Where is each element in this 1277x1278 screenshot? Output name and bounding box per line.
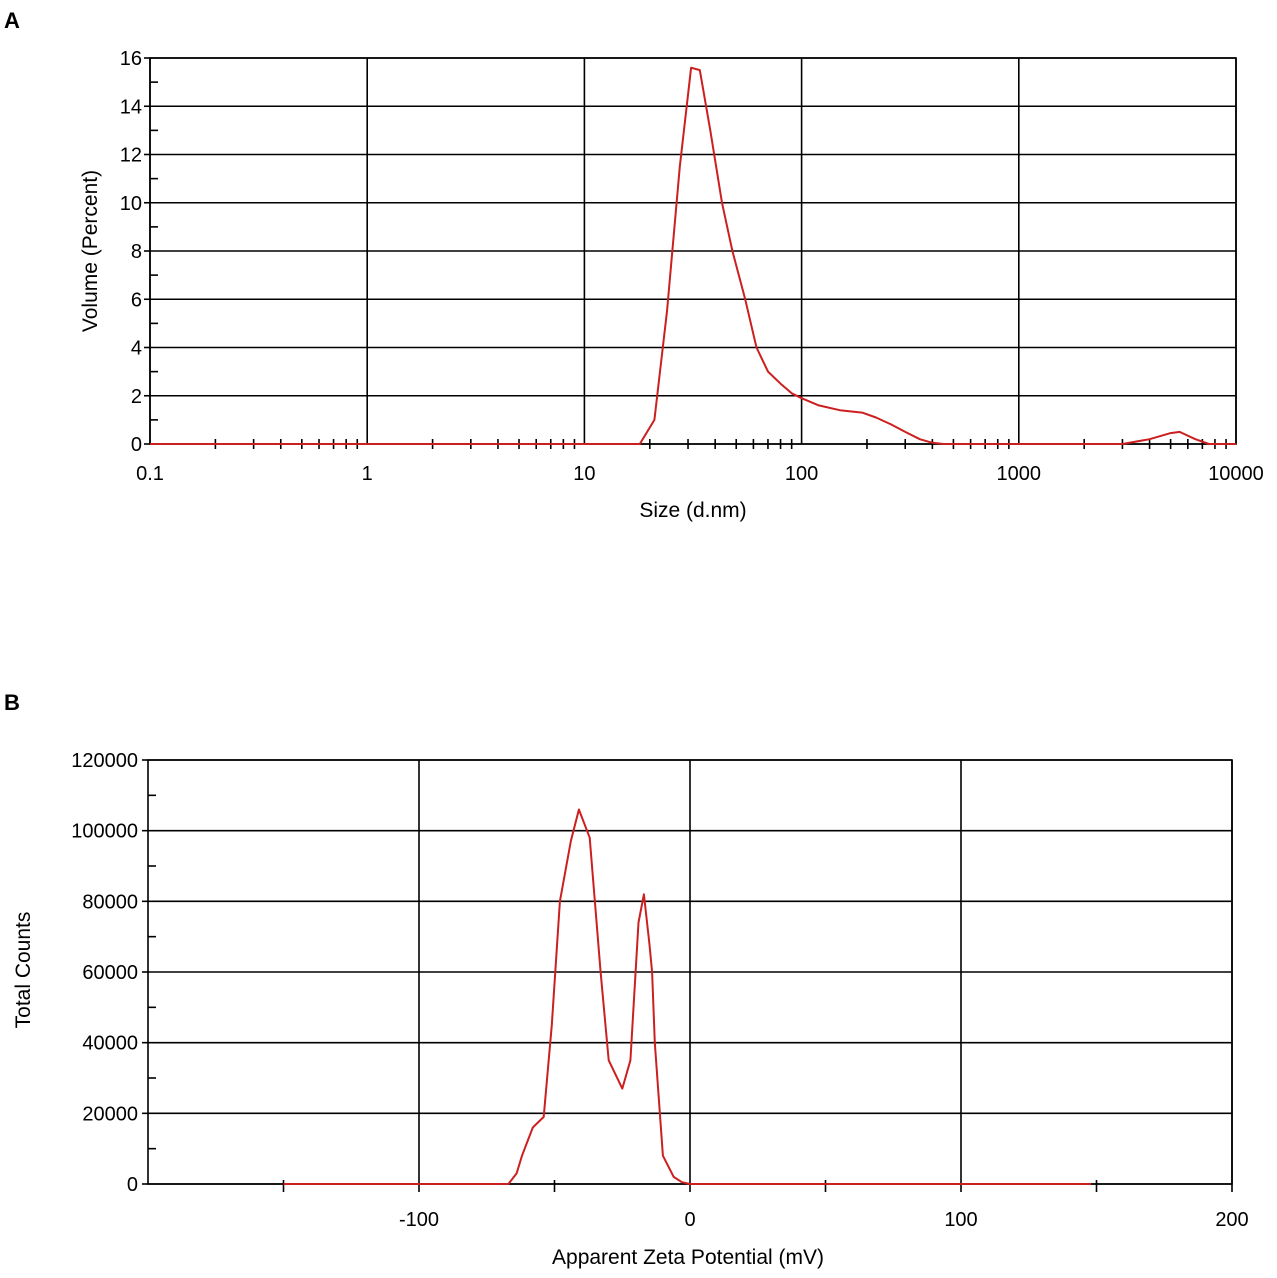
y-tick-label: 12 (120, 145, 142, 167)
y-axis-title: Volume (Percent) (79, 170, 102, 332)
x-tick-label: 10 (573, 463, 595, 485)
grid-lines (148, 759, 1233, 1185)
x-tick-labels: 0.1 1 10 100 1000 10000 (136, 463, 1264, 485)
x-tick-label: 100 (785, 463, 818, 485)
series-line-counts (283, 808, 1092, 1185)
x-tick-label: 1 (362, 463, 373, 485)
y-axis-title: Total Counts (12, 912, 35, 1029)
x-tick-label: 10000 (1208, 463, 1264, 485)
panel-letter-a: A (4, 8, 20, 33)
x-tick-label: -100 (399, 1209, 439, 1231)
chart-panel-a: A 0.1 1 10 100 1000 10000 0 2 4 6 8 10 12 14 16 Size … (4, 8, 1264, 522)
x-tick-label: 1000 (997, 463, 1042, 485)
y-tick-label: 10 (120, 193, 142, 215)
y-tick-label: 2 (131, 386, 142, 408)
y-tick-label: 120000 (71, 750, 138, 772)
x-tick-label: 0 (684, 1209, 695, 1231)
x-tick-label: 0.1 (136, 463, 164, 485)
y-tick-label: 0 (131, 434, 142, 456)
panel-letter-b: B (4, 690, 20, 715)
grid-lines (149, 57, 1237, 445)
y-tick-label: 60000 (82, 962, 138, 984)
y-tick-label: 80000 (82, 891, 138, 913)
y-tick-label: 6 (131, 289, 142, 311)
axis-ticks (142, 759, 1233, 1192)
y-tick-label: 20000 (82, 1103, 138, 1125)
y-tick-labels: 0 20000 40000 60000 80000 100000 120000 (71, 750, 138, 1196)
y-tick-label: 16 (120, 48, 142, 70)
x-tick-label: 100 (944, 1209, 977, 1231)
y-tick-label: 8 (131, 241, 142, 263)
x-tick-label: 200 (1215, 1209, 1248, 1231)
x-tick-labels: -100 0 100 200 (399, 1209, 1249, 1231)
x-axis-title: Size (d.nm) (639, 499, 746, 522)
y-tick-label: 100000 (71, 821, 138, 843)
plot-frame (149, 57, 1237, 445)
y-tick-label: 14 (120, 96, 142, 118)
y-tick-labels: 0 2 4 6 8 10 12 14 16 (120, 48, 142, 456)
y-tick-label: 0 (127, 1174, 138, 1196)
y-tick-label: 4 (131, 338, 142, 360)
series-line-volume (150, 66, 1236, 445)
chart-panel-b: B -100 0 100 200 0 20000 40000 60000 80000 10000… (4, 690, 1249, 1269)
x-axis-title: Apparent Zeta Potential (mV) (552, 1246, 824, 1269)
y-tick-label: 40000 (82, 1033, 138, 1055)
